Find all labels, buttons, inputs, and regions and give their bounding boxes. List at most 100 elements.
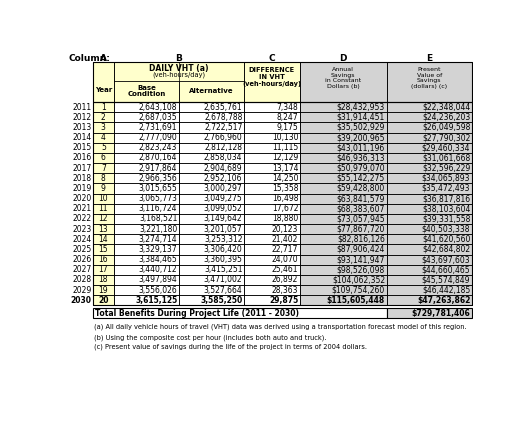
- Text: 2,917,864: 2,917,864: [139, 164, 177, 172]
- Bar: [93, 254, 114, 265]
- Text: 14: 14: [98, 235, 108, 244]
- Bar: [244, 254, 300, 265]
- Bar: [300, 132, 387, 143]
- Text: $98,526,098: $98,526,098: [337, 265, 385, 274]
- Text: 3,168,521: 3,168,521: [139, 214, 177, 224]
- Text: 28,363: 28,363: [272, 286, 298, 295]
- Text: 2029: 2029: [72, 286, 92, 295]
- Text: 2,635,761: 2,635,761: [204, 103, 242, 112]
- Text: Present
Value of
Savings
(dollars) (c): Present Value of Savings (dollars) (c): [411, 67, 447, 89]
- Bar: [114, 132, 179, 143]
- Text: 2027: 2027: [72, 265, 92, 274]
- Text: 3,585,250: 3,585,250: [200, 296, 242, 305]
- Text: 3,329,137: 3,329,137: [139, 245, 177, 254]
- Text: 2,678,788: 2,678,788: [204, 113, 242, 122]
- Text: $46,936,313: $46,936,313: [337, 154, 385, 162]
- Text: $24,236,203: $24,236,203: [422, 113, 470, 122]
- Bar: [300, 183, 387, 194]
- Bar: [300, 275, 387, 285]
- Text: 17,672: 17,672: [272, 204, 298, 213]
- Text: 3,527,664: 3,527,664: [204, 286, 242, 295]
- Text: 16,498: 16,498: [272, 194, 298, 203]
- Bar: [387, 204, 472, 214]
- Bar: [387, 194, 472, 204]
- Text: 2,643,108: 2,643,108: [139, 103, 177, 112]
- Bar: [179, 204, 244, 214]
- Bar: [387, 153, 472, 163]
- Text: 20: 20: [98, 296, 108, 305]
- Text: $39,200,965: $39,200,965: [337, 133, 385, 142]
- Bar: [300, 143, 387, 153]
- Bar: [179, 153, 244, 163]
- Text: $44,660,465: $44,660,465: [422, 265, 470, 274]
- Text: $46,442,185: $46,442,185: [422, 286, 470, 295]
- Bar: [300, 204, 387, 214]
- Bar: [114, 153, 179, 163]
- Bar: [114, 143, 179, 153]
- Bar: [244, 122, 300, 132]
- Text: $42,684,802: $42,684,802: [422, 245, 470, 254]
- Bar: [179, 265, 244, 275]
- Bar: [387, 214, 472, 224]
- Text: 2,966,356: 2,966,356: [138, 174, 177, 183]
- Text: $22,348,044: $22,348,044: [422, 103, 470, 112]
- Text: 2,952,106: 2,952,106: [204, 174, 242, 183]
- Text: 2,731,691: 2,731,691: [139, 123, 177, 132]
- Text: 11,115: 11,115: [272, 143, 298, 152]
- Text: Annual
Savings
in Constant
Dollars (b): Annual Savings in Constant Dollars (b): [325, 67, 361, 89]
- Bar: [179, 224, 244, 234]
- Text: 2,823,243: 2,823,243: [139, 143, 177, 152]
- Text: B: B: [176, 54, 183, 62]
- Text: 3,221,180: 3,221,180: [139, 225, 177, 234]
- Text: $729,781,406: $729,781,406: [411, 309, 470, 318]
- Bar: [244, 234, 300, 244]
- Text: 3,116,724: 3,116,724: [139, 204, 177, 213]
- Text: 7: 7: [101, 164, 106, 172]
- Text: $27,790,302: $27,790,302: [422, 133, 470, 142]
- Bar: [93, 204, 114, 214]
- Text: Column:: Column:: [68, 54, 110, 62]
- Text: (veh-hours/day): (veh-hours/day): [153, 72, 206, 78]
- Bar: [387, 308, 472, 319]
- Bar: [179, 234, 244, 244]
- Text: 29,875: 29,875: [269, 296, 298, 305]
- Text: $41,620,560: $41,620,560: [422, 235, 470, 244]
- Text: 2023: 2023: [72, 225, 92, 234]
- Text: 2026: 2026: [72, 255, 92, 264]
- Text: $55,142,275: $55,142,275: [337, 174, 385, 183]
- Bar: [93, 122, 114, 132]
- Bar: [179, 275, 244, 285]
- Text: 7,348: 7,348: [277, 103, 298, 112]
- Text: 3,000,297: 3,000,297: [204, 184, 242, 193]
- Text: 3,149,642: 3,149,642: [204, 214, 242, 224]
- Bar: [93, 285, 114, 295]
- Text: 2013: 2013: [72, 123, 92, 132]
- Text: 2018: 2018: [72, 174, 92, 183]
- Bar: [300, 295, 387, 305]
- Bar: [300, 285, 387, 295]
- Bar: [179, 194, 244, 204]
- Text: 2015: 2015: [72, 143, 92, 152]
- Text: 3,201,057: 3,201,057: [204, 225, 242, 234]
- Bar: [93, 234, 114, 244]
- Text: 3,360,395: 3,360,395: [204, 255, 242, 264]
- Bar: [114, 183, 179, 194]
- Bar: [93, 163, 114, 173]
- Text: 2019: 2019: [72, 184, 92, 193]
- Text: 2,870,164: 2,870,164: [139, 154, 177, 162]
- Text: 2,858,034: 2,858,034: [204, 154, 242, 162]
- Bar: [114, 112, 179, 122]
- Bar: [114, 234, 179, 244]
- Text: C: C: [269, 54, 275, 62]
- Bar: [93, 173, 114, 183]
- Text: 16: 16: [98, 255, 108, 264]
- Text: $47,263,862: $47,263,862: [417, 296, 470, 305]
- Text: $50,979,070: $50,979,070: [337, 164, 385, 172]
- Text: 6: 6: [101, 154, 106, 162]
- Bar: [300, 102, 387, 112]
- Bar: [179, 285, 244, 295]
- Bar: [93, 102, 472, 305]
- Text: $59,428,800: $59,428,800: [337, 184, 385, 193]
- Bar: [93, 214, 114, 224]
- Bar: [244, 275, 300, 285]
